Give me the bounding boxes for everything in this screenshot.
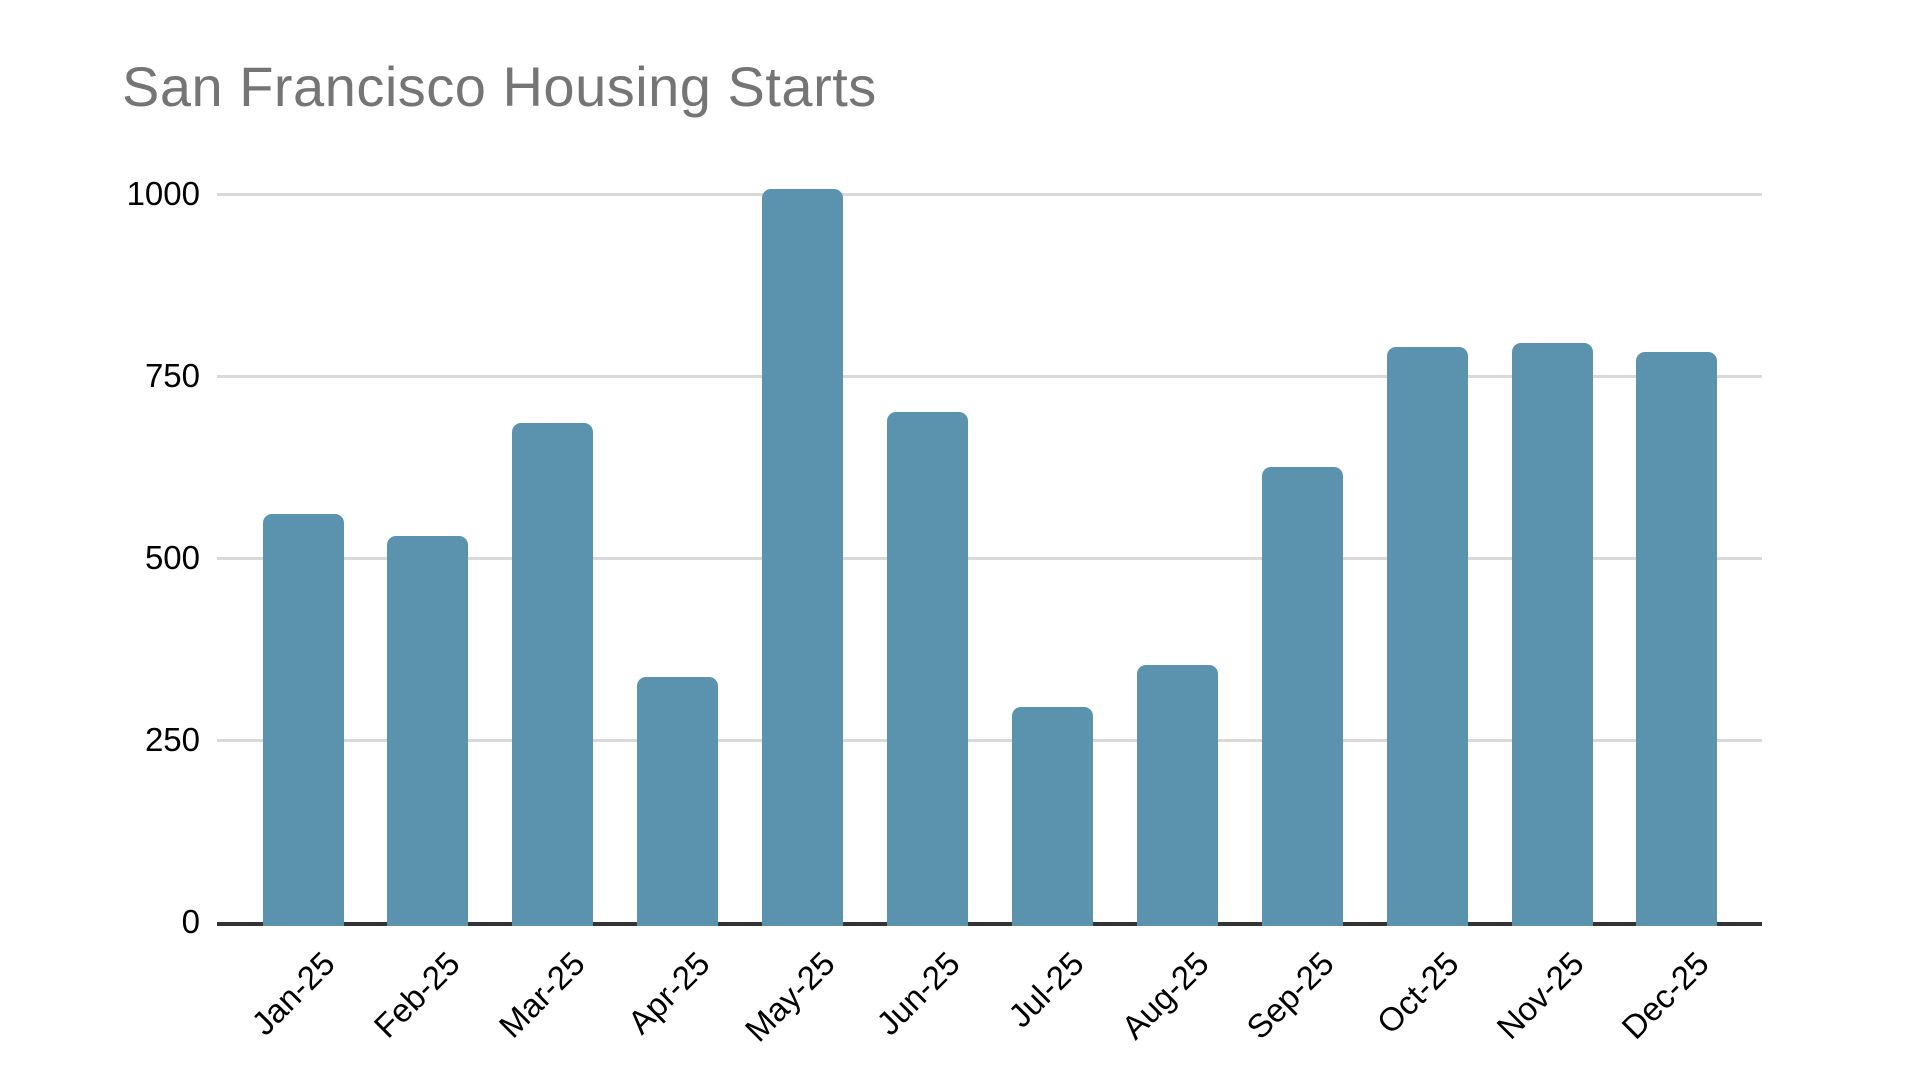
bar-aug-25 [1136,665,1218,926]
bar-jul-25 [1011,706,1093,926]
y-tick-label-250: 250 [144,721,200,758]
bar-may-25 [762,188,844,926]
bar-jan-25 [262,514,344,926]
gridline-500 [217,557,1762,560]
y-tick-label-500: 500 [144,539,200,576]
y-tick-label-1000: 1000 [126,175,200,212]
x-tick-label-jan-25: Jan-25 [244,944,342,1043]
bar-jun-25 [887,411,968,926]
bar-sep-25 [1261,467,1343,926]
gridline-250 [217,739,1762,742]
bar-nov-25 [1511,343,1593,926]
bar-mar-25 [512,422,594,926]
y-tick-label-750: 750 [144,357,200,394]
gridline-750 [217,375,1762,378]
plot-area [217,188,1762,926]
y-tick-label-0: 0 [181,903,200,940]
bar-feb-25 [387,536,469,926]
chart-title: San Francisco Housing Starts [122,55,877,118]
bar-oct-25 [1386,346,1468,926]
bar-dec-25 [1636,351,1718,926]
x-axis-line [217,922,1762,926]
bar-apr-25 [637,676,719,926]
gridline-1000 [217,193,1762,196]
